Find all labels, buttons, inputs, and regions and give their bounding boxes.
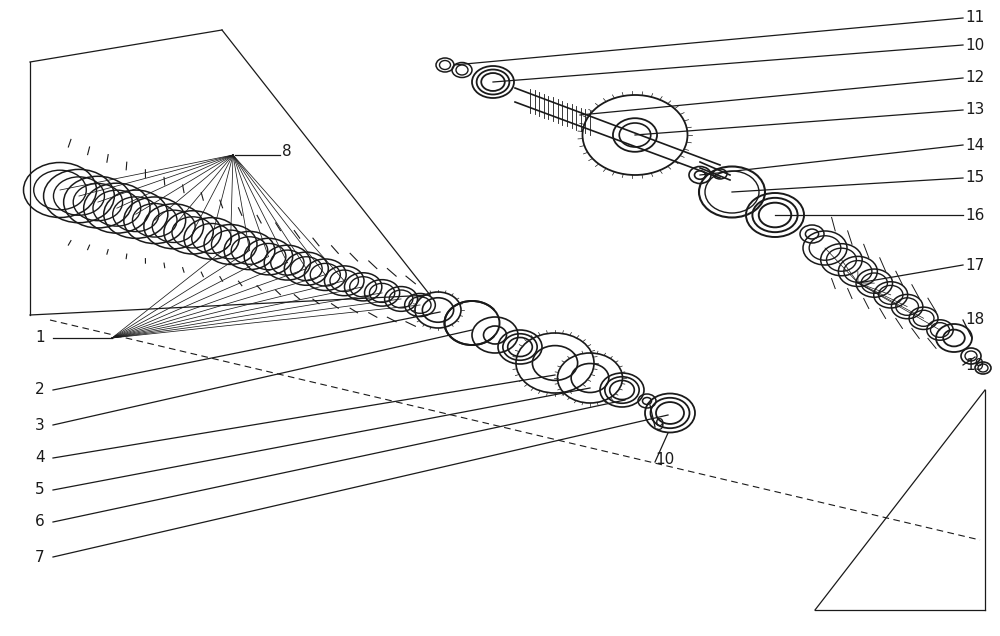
Text: 1: 1 <box>35 331 45 345</box>
Text: 15: 15 <box>965 170 984 186</box>
Text: 9: 9 <box>655 417 665 432</box>
Text: 18: 18 <box>965 312 984 328</box>
Text: 14: 14 <box>965 137 984 153</box>
Text: 5: 5 <box>35 483 45 497</box>
Text: 12: 12 <box>965 71 984 85</box>
Text: 16: 16 <box>965 207 984 223</box>
Text: 17: 17 <box>965 258 984 272</box>
Text: 2: 2 <box>35 382 45 398</box>
Text: 4: 4 <box>35 450 45 466</box>
Text: 6: 6 <box>35 515 45 530</box>
Text: 19: 19 <box>965 357 984 373</box>
Text: 10: 10 <box>965 38 984 53</box>
Text: 13: 13 <box>965 102 984 118</box>
Text: 8: 8 <box>282 144 292 160</box>
Text: 11: 11 <box>965 11 984 25</box>
Text: 7: 7 <box>35 550 45 565</box>
Text: 3: 3 <box>35 417 45 432</box>
Text: 10: 10 <box>655 452 674 467</box>
